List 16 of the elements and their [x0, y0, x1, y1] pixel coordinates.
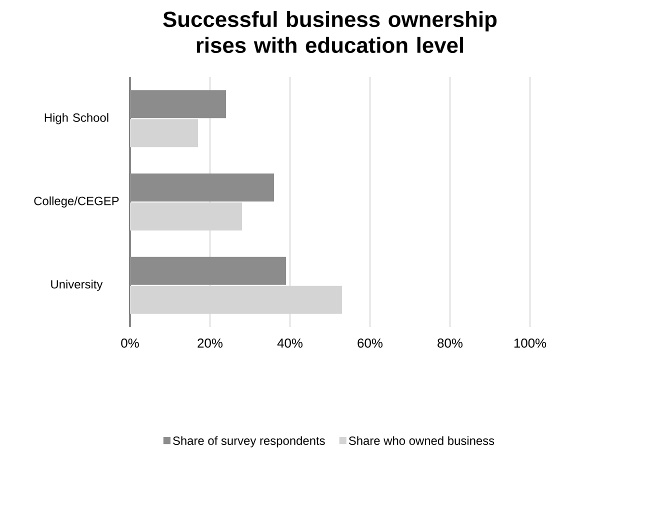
y-tick-label: High School	[44, 113, 108, 124]
x-tick-label: 80%	[438, 338, 463, 348]
x-tick-label: 20%	[198, 338, 222, 348]
x-tick-label: 60%	[358, 338, 383, 348]
y-tick-label: University	[51, 280, 103, 291]
legend-label: Share of survey respondents	[173, 436, 325, 448]
bar	[130, 119, 198, 148]
legend-label: Share who owned business	[348, 436, 494, 445]
bar	[130, 256, 286, 285]
x-tick-label: 40%	[277, 338, 303, 348]
bar	[130, 90, 226, 118]
bar	[130, 174, 274, 202]
chart-title: Successful business ownership rises with education level	[163, 10, 497, 53]
x-tick-label: 100%	[514, 338, 546, 348]
x-tick-label: 0%	[121, 338, 139, 348]
y-tick-label: College/CEGEP	[34, 196, 119, 208]
